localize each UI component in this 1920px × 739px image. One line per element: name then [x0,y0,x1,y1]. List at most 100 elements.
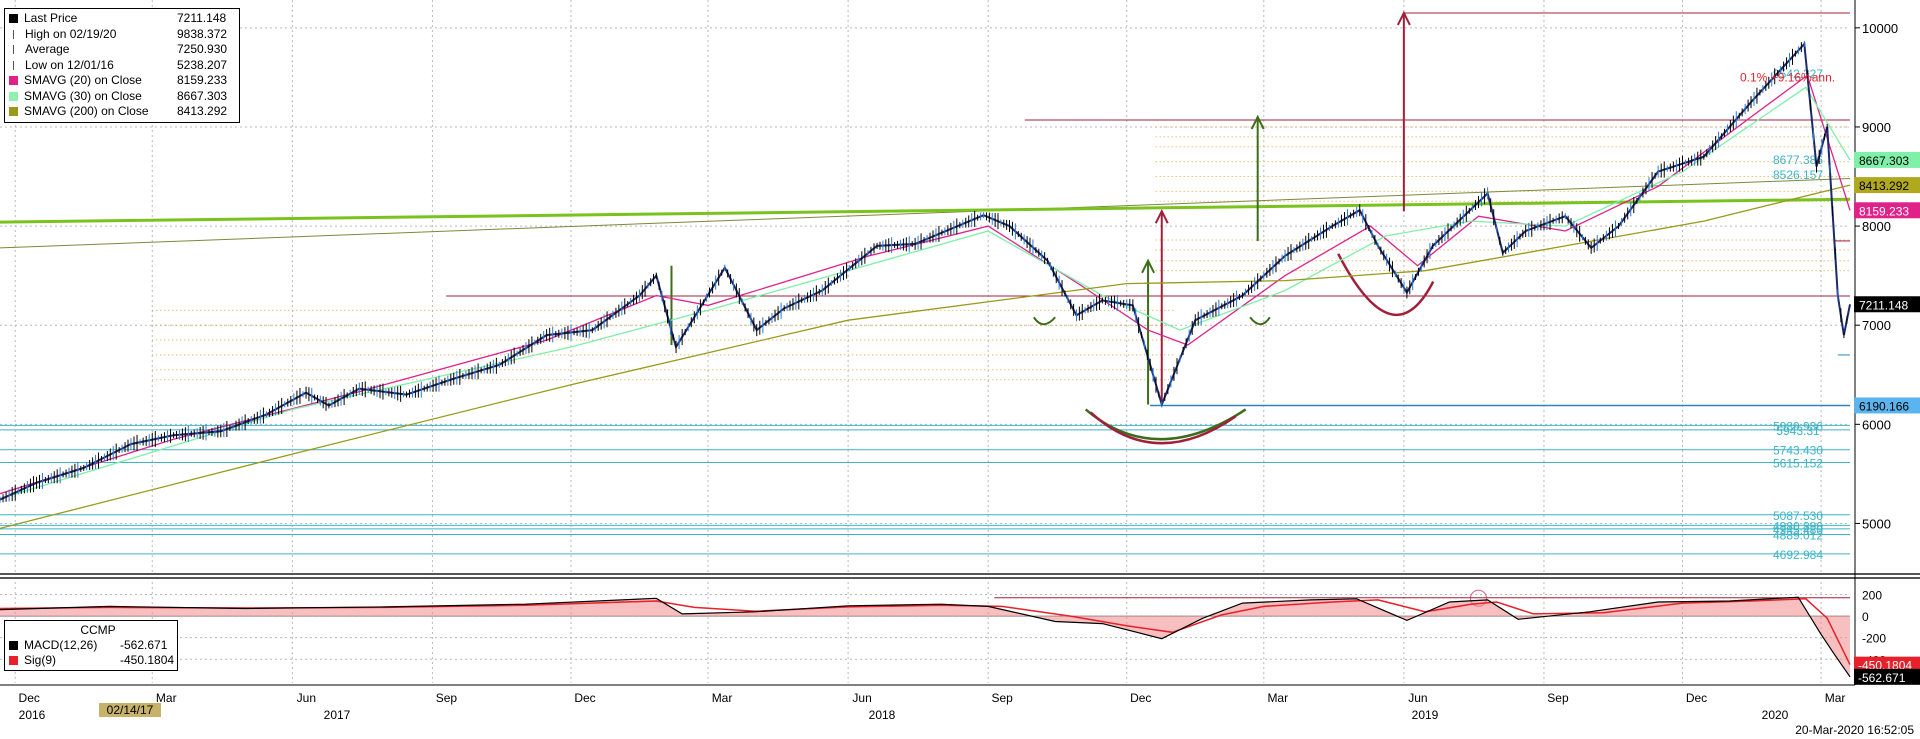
legend-swatch [9,107,18,117]
sma200-line [0,184,1851,530]
x-year-label: 2016 [19,708,46,722]
level-label: 8526.157 [1773,168,1823,182]
y-tick-label: 8000 [1862,219,1891,234]
legend-label: SMAVG (30) on Close [24,88,142,103]
legend-value: -562.671 [120,638,168,652]
legend-value: 9838.372 [177,26,228,41]
timestamp: 20-Mar-2020 16:52:05 [1795,723,1914,737]
legend-swatch [9,656,18,665]
level-label: 5943.31 [1776,424,1820,438]
legend-swatch [9,14,18,24]
x-year-label: 2017 [324,708,351,722]
legend-value: 8413.292 [177,104,228,118]
macd-tag-label: -562.671 [1858,671,1906,685]
price-tag-label: 8159.233 [1859,204,1909,218]
x-tick-label: Jun [297,691,316,705]
y-tick-label: 10000 [1862,21,1898,36]
macd-y-tick-label: 200 [1862,588,1882,602]
legend-value: -450.1804 [120,653,175,667]
macd-line [0,596,1851,678]
long-trend-line [0,177,1851,249]
level-label: 4980.890 [1773,519,1823,533]
legend-label: MACD(12,26) [24,638,98,652]
macd-legend-title: CCMP [80,623,116,637]
price-tag-bg [1854,177,1920,194]
x-tick-label: Sep [436,691,458,705]
price-tag-label: 6190.166 [1859,399,1909,413]
x-tick-label: Sep [992,691,1014,705]
x-tick-label: Dec [1686,691,1707,705]
macd-tag-bg [1854,656,1920,673]
target-arrow-green-2-head [1250,114,1265,130]
x-tick-label: Mar [712,691,733,705]
average-marker-icon [13,45,15,55]
legend-row: High on 02/19/20 9838.372 [9,27,235,43]
sma30-line [0,86,1851,500]
cup-arc-red [1089,411,1237,445]
small-arc-right [1249,316,1271,326]
target-arrow-red-2-head [1396,10,1411,26]
legend-value: 5238.207 [177,57,228,72]
level-label: 5615.152 [1773,456,1823,470]
level-label: 4692.984 [1773,548,1823,562]
legend-value: 8159.233 [177,73,228,87]
target-arrow-red-head [1154,208,1169,224]
legend-label: High on 02/19/20 [25,26,117,41]
low-marker-icon [13,60,15,70]
x-tick-label: Dec [1130,691,1151,705]
legend-label: SMAVG (200) on Close [24,104,149,118]
legend-swatch [9,91,18,101]
legend-value: 8667.303 [177,88,228,103]
level-label: 4945.480 [1773,523,1823,537]
x-year-label: 2019 [1412,708,1439,722]
macd-legend-row: MACD(12,26) -562.671 [9,638,173,653]
x-tick-label: Dec [19,691,40,705]
legend-swatch [9,641,18,650]
macd-legend: CCMP MACD(12,26) -562.671 Sig(9) -450.1804 [4,620,178,671]
high-marker-icon [13,29,15,39]
level-label: 4889.012 [1773,528,1823,542]
price-series [0,40,1851,503]
legend-swatch [9,76,18,86]
macd-legend-row: Sig(9) -450.1804 [9,653,175,668]
level-label: 9542.327 [1773,67,1823,81]
price-tag-bg [1854,151,1920,168]
x-tick-label: Mar [1267,691,1288,705]
price-tag-label: 8413.292 [1859,179,1909,193]
x-tick-label: Jun [852,691,871,705]
x-year-label: 2018 [869,708,896,722]
legend-label: SMAVG (20) on Close [24,73,142,87]
legend-row: SMAVG (20) on Close 8159.233 [9,73,235,89]
macd-y-tick-label: 0 [1862,610,1869,624]
legend-label: Sig(9) [24,653,57,667]
macd-y-tick-label: -200 [1862,632,1886,646]
legend-label: Last Price [24,11,78,25]
legend-value: 7211.148 [177,11,227,25]
y-tick-label: 7000 [1862,318,1891,333]
cursor-date-badge: 02/14/17 [99,703,161,717]
price-tag-label: 7211.148 [1859,298,1908,312]
x-tick-label: Dec [574,691,595,705]
level-label: 5087.530 [1773,509,1823,523]
signal-line [0,598,1851,665]
y-tick-label: 6000 [1862,417,1891,432]
x-tick-label: Jun [1408,691,1427,705]
x-tick-label: Sep [1547,691,1569,705]
x-tick-label: Mar [1825,691,1846,705]
price-tag-bg [1854,397,1920,414]
y-tick-label: 5000 [1862,516,1891,531]
legend-row: Low on 12/01/16 5238.207 [9,58,235,74]
legend-row: SMAVG (200) on Close 8413.292 [9,104,235,120]
price-legend: Last Price 7211.148 High on 02/19/20 9838.3… [4,8,240,123]
small-arc-left [1033,316,1056,326]
green-trend-line [0,197,1851,224]
level-label: 5743.430 [1773,444,1823,458]
x-year-label: 2020 [1762,708,1789,722]
y-tick-label: 9000 [1862,120,1891,135]
target-arrow-green-head [1141,258,1155,274]
level-label: 8677.386 [1773,153,1823,167]
legend-value: 7250.930 [177,42,228,56]
x-tick-label: Mar [156,691,177,705]
